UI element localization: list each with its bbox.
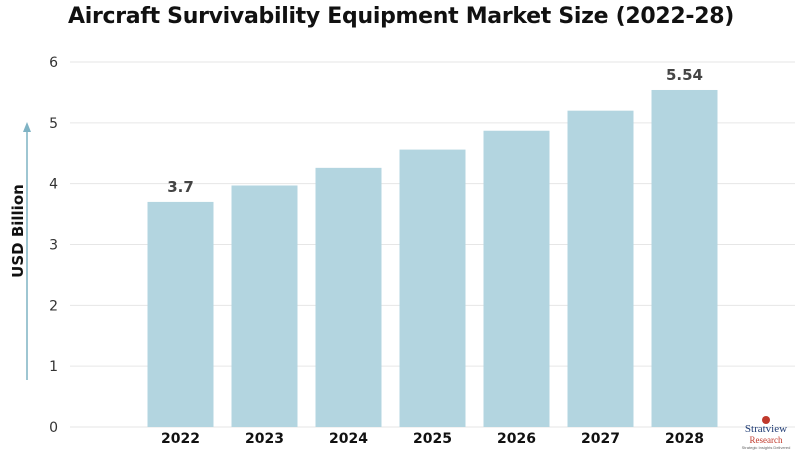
logo-line1: Stratview [744,423,788,435]
bar-2027 [567,110,634,428]
x-tick-label: 2028 [665,431,704,447]
bar-2024 [315,167,382,427]
y-axis-label: USD Billion [9,184,27,278]
y-tick-label: 3 [49,238,58,254]
logo-line2: Research [749,435,783,445]
bar-2026 [483,130,550,427]
y-tick-label: 4 [49,177,58,193]
x-tick-label: 2027 [581,431,620,447]
y-tick-label: 0 [49,420,58,436]
x-tick-labels: 2022 2023 2024 2025 2026 2027 2028 [161,431,704,447]
bar-2025 [399,149,466,427]
x-tick-label: 2025 [413,431,452,447]
bar-2022 [147,201,214,427]
x-tick-label: 2022 [161,431,200,447]
y-tick-label: 1 [49,359,58,375]
x-tick-label: 2023 [245,431,284,447]
bar-2028 [651,89,718,427]
bars [147,89,718,428]
stratview-logo: Stratview Research Strategic Insights De… [736,416,796,450]
bar-2023 [231,185,298,427]
data-label-2028: 5.54 [666,66,703,84]
chart-title: Aircraft Survivability Equipment Market … [67,4,734,29]
x-tick-label: 2024 [329,431,368,447]
y-tick-label: 5 [49,116,58,132]
y-tick-label: 6 [49,55,58,71]
y-tick-label: 2 [49,298,58,314]
y-tick-labels: 0 1 2 3 4 5 6 [49,55,58,436]
logo-target-icon [762,416,770,424]
y-axis-arrow [23,122,31,380]
data-label-2022: 3.7 [167,178,194,196]
data-labels: 3.7 5.54 [167,66,703,196]
logo-line3: Strategic Insights Delivered [741,445,791,450]
x-tick-label: 2026 [497,431,536,447]
